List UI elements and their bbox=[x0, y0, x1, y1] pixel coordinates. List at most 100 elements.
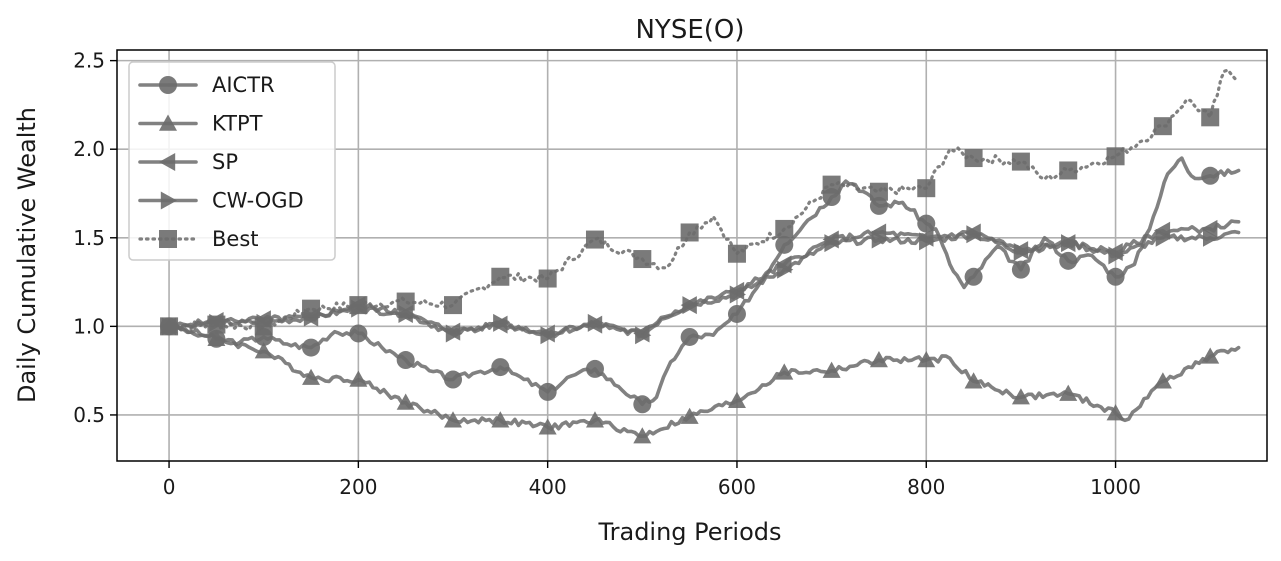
series-line-ktpt bbox=[167, 324, 1241, 438]
legend-marker-cw-ogd bbox=[160, 191, 177, 210]
data-point-aictr bbox=[491, 358, 510, 377]
data-point-best bbox=[349, 296, 368, 315]
data-point-aictr bbox=[302, 338, 321, 357]
series-ktpt bbox=[160, 317, 1241, 444]
data-point-cw-ogd bbox=[871, 230, 888, 249]
data-point-aictr bbox=[917, 214, 936, 233]
data-point-ktpt bbox=[349, 370, 368, 387]
data-point-ktpt bbox=[444, 411, 463, 428]
data-point-best bbox=[538, 269, 557, 288]
data-point-aictr bbox=[1059, 251, 1078, 270]
data-point-cw-ogd bbox=[493, 313, 510, 332]
data-point-ktpt bbox=[633, 427, 652, 444]
data-point-best bbox=[444, 296, 463, 315]
data-point-ktpt bbox=[680, 407, 699, 424]
x-tick-label: 200 bbox=[339, 475, 377, 499]
data-point-aictr bbox=[964, 267, 983, 286]
data-point-best bbox=[775, 219, 794, 238]
legend-item-best: Best bbox=[138, 227, 259, 251]
legend-label-ktpt: KTPT bbox=[212, 112, 263, 136]
data-point-cw-ogd bbox=[966, 225, 983, 244]
data-point-ktpt bbox=[1106, 404, 1125, 421]
data-point-best bbox=[1201, 108, 1220, 127]
data-point-cw-ogd bbox=[540, 326, 557, 345]
data-point-aictr bbox=[869, 196, 888, 215]
data-point-best bbox=[254, 317, 273, 336]
data-point-ktpt bbox=[396, 393, 415, 410]
data-point-aictr bbox=[1106, 267, 1125, 286]
data-point-aictr bbox=[349, 324, 368, 343]
data-point-aictr bbox=[727, 304, 746, 323]
data-point-best bbox=[917, 179, 936, 198]
data-point-sp bbox=[1201, 219, 1218, 238]
data-point-aictr bbox=[680, 327, 699, 346]
legend-marker-ktpt bbox=[159, 114, 177, 131]
y-tick-label: 1.0 bbox=[73, 314, 105, 338]
x-tick-label: 800 bbox=[907, 475, 945, 499]
legend-marker-sp bbox=[159, 153, 176, 171]
data-point-aictr bbox=[396, 351, 415, 370]
data-point-cw-ogd bbox=[1155, 228, 1172, 247]
data-point-best bbox=[1011, 152, 1030, 171]
data-point-best bbox=[964, 149, 983, 168]
data-point-ktpt bbox=[1059, 384, 1078, 401]
data-point-aictr bbox=[585, 359, 604, 378]
data-point-best bbox=[396, 292, 415, 311]
data-point-ktpt bbox=[302, 368, 321, 385]
data-point-cw-ogd bbox=[635, 326, 652, 345]
data-point-best bbox=[869, 182, 888, 201]
data-point-best bbox=[633, 250, 652, 269]
data-point-best bbox=[207, 315, 226, 334]
series-line-cw-ogd bbox=[167, 229, 1241, 339]
series-best bbox=[160, 68, 1241, 336]
data-point-aictr bbox=[444, 370, 463, 389]
data-point-ktpt bbox=[538, 418, 557, 435]
legend-box bbox=[128, 61, 336, 261]
legend-label-cw-ogd: CW-OGD bbox=[212, 189, 304, 213]
data-point-ktpt bbox=[822, 361, 841, 378]
series-group bbox=[160, 68, 1241, 444]
data-point-cw-ogd bbox=[1203, 228, 1220, 247]
y-axis-title: Daily Cumulative Wealth bbox=[13, 107, 41, 403]
data-point-ktpt bbox=[254, 342, 273, 359]
x-tick-label: 400 bbox=[529, 475, 567, 499]
data-point-aictr bbox=[538, 382, 557, 401]
x-tick-label: 0 bbox=[163, 475, 176, 499]
data-point-best bbox=[1153, 117, 1172, 136]
legend-item-ktpt: KTPT bbox=[138, 112, 263, 136]
data-point-cw-ogd bbox=[729, 285, 746, 304]
x-axis-title: Trading Periods bbox=[597, 518, 781, 546]
data-point-ktpt bbox=[491, 411, 510, 428]
data-point-ktpt bbox=[917, 351, 936, 368]
data-point-ktpt bbox=[775, 363, 794, 380]
legend-item-aictr: AICTR bbox=[138, 73, 275, 97]
data-point-cw-ogd bbox=[777, 260, 794, 279]
data-point-cw-ogd bbox=[1013, 242, 1030, 261]
y-tick-label: 2.5 bbox=[73, 49, 105, 73]
y-tick-label: 2.0 bbox=[73, 137, 105, 161]
data-point-aictr bbox=[1201, 166, 1220, 185]
data-point-ktpt bbox=[869, 351, 888, 368]
data-point-best bbox=[160, 317, 179, 336]
data-point-cw-ogd bbox=[824, 234, 841, 253]
y-tick-label: 1.5 bbox=[73, 226, 105, 250]
legend: AICTR KTPT SP CW-OGD Best bbox=[128, 61, 336, 261]
x-tick-label: 1000 bbox=[1090, 475, 1141, 499]
data-point-best bbox=[727, 244, 746, 263]
legend-label-sp: SP bbox=[212, 150, 238, 174]
legend-label-aictr: AICTR bbox=[212, 73, 275, 97]
data-point-best bbox=[1059, 161, 1078, 180]
data-point-ktpt bbox=[1011, 388, 1030, 405]
data-point-cw-ogd bbox=[1061, 234, 1078, 253]
data-point-ktpt bbox=[1201, 347, 1220, 364]
x-tick-label: 600 bbox=[718, 475, 756, 499]
legend-marker-aictr bbox=[159, 76, 177, 94]
data-point-cw-ogd bbox=[1108, 246, 1125, 265]
data-point-aictr bbox=[775, 235, 794, 254]
data-point-ktpt bbox=[1153, 372, 1172, 389]
data-point-aictr bbox=[1011, 260, 1030, 279]
data-point-best bbox=[491, 267, 510, 286]
data-point-best bbox=[1106, 147, 1125, 166]
data-point-cw-ogd bbox=[587, 313, 604, 332]
